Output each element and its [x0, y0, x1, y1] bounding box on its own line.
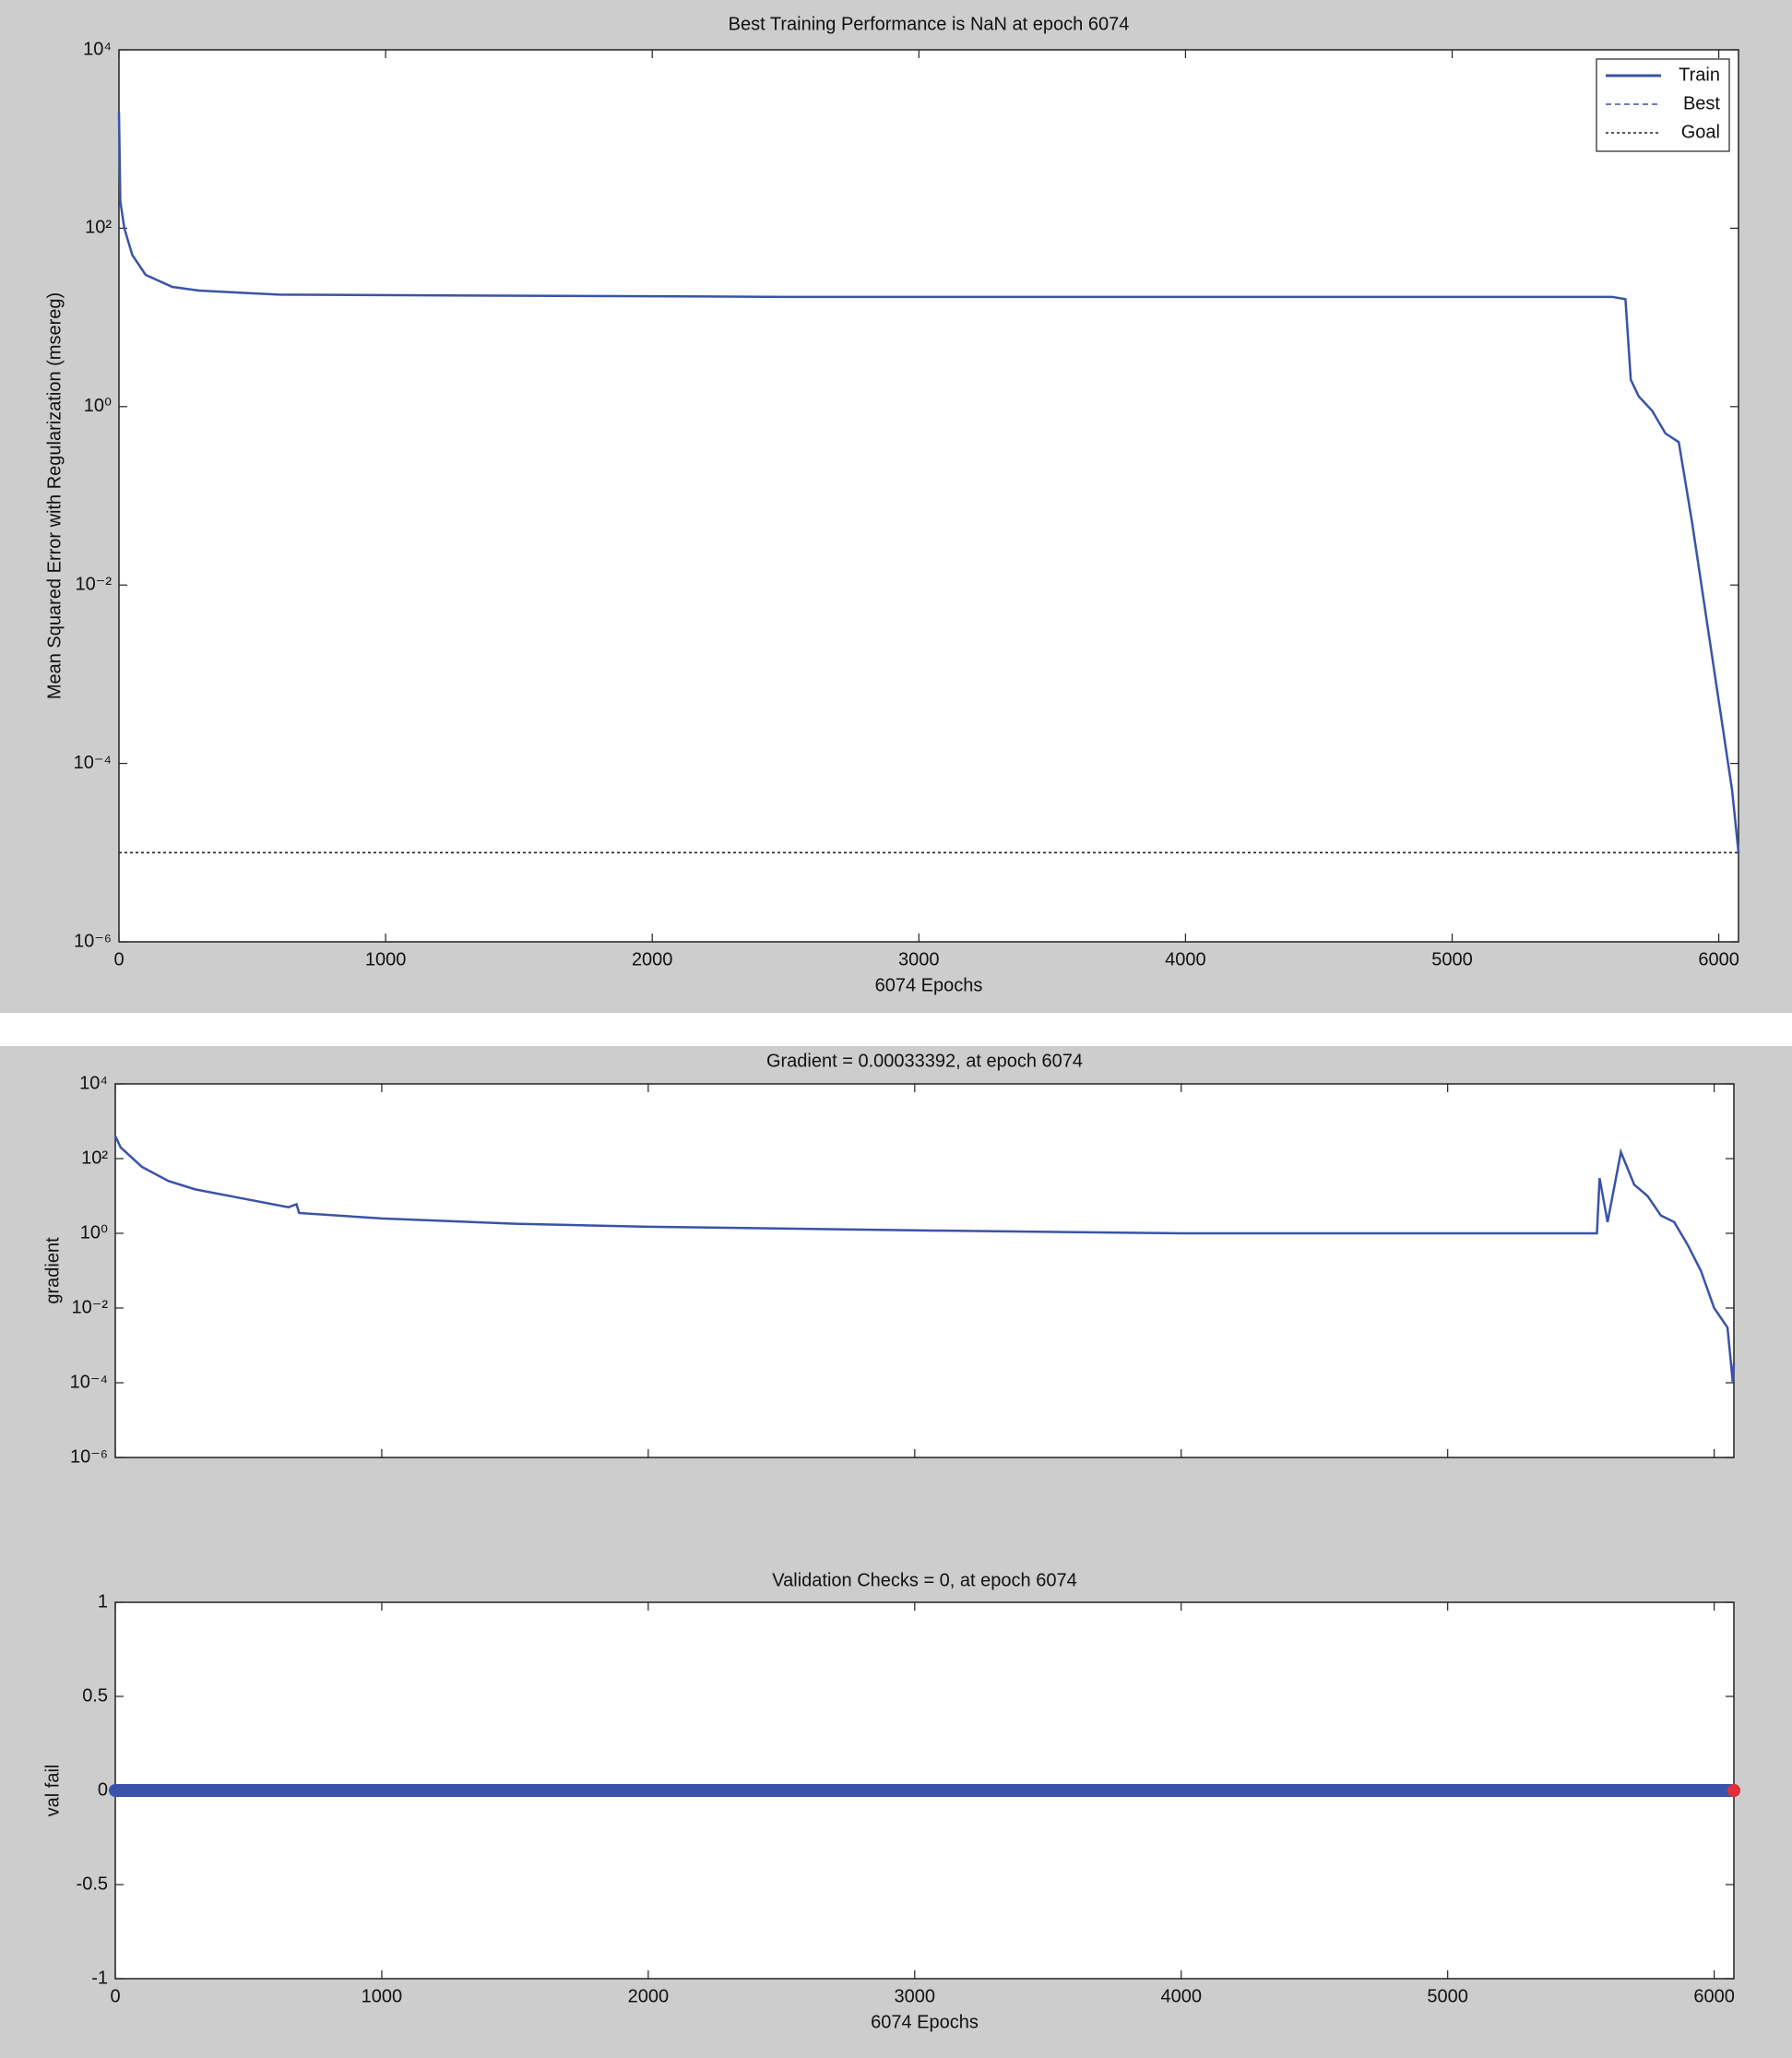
y-tick-label: 10⁻⁴ — [74, 753, 112, 773]
x-tick-label: 0 — [110, 1986, 120, 2006]
legend-label: Best — [1683, 93, 1720, 113]
plot-area — [114, 1083, 1735, 1458]
y-tick-label: 10⁴ — [79, 1073, 108, 1093]
data-line — [117, 112, 1740, 853]
x-tick-label: 2000 — [632, 949, 673, 970]
y-tick-label: -1 — [91, 1968, 108, 1988]
x-tick-label: 5000 — [1427, 1986, 1468, 2006]
y-axis-label: gradient — [42, 1237, 63, 1304]
x-tick-label: 5000 — [1431, 949, 1473, 970]
y-tick-label: 10⁴ — [83, 39, 112, 59]
y-tick-label: 10⁻² — [76, 574, 113, 594]
x-tick-label: 6000 — [1693, 1986, 1735, 2006]
y-tick-label: 10² — [81, 1148, 108, 1168]
x-tick-label: 4000 — [1160, 1986, 1202, 2006]
y-axis-label: val fail — [42, 1765, 63, 1817]
y-tick-label: 10⁻² — [72, 1297, 109, 1317]
y-tick-label: 0 — [98, 1779, 108, 1800]
chart-title: Validation Checks = 0, at epoch 6074 — [772, 1570, 1076, 1590]
plot-area — [118, 49, 1739, 943]
x-tick-label: 3000 — [895, 1986, 936, 2006]
y-axis-label: Mean Squared Error with Regularization (… — [44, 292, 65, 699]
x-tick-label: 0 — [113, 949, 124, 970]
x-tick-label: 1000 — [362, 1986, 403, 2006]
x-tick-label: 2000 — [628, 1986, 670, 2006]
chart-title: Best Training Performance is NaN at epoc… — [729, 14, 1130, 34]
y-tick-label: 10⁰ — [80, 1222, 108, 1243]
y-tick-label: 10² — [85, 218, 112, 238]
x-axis-label: 6074 Epochs — [871, 2012, 979, 2032]
legend-label: Train — [1679, 65, 1720, 85]
y-tick-label: 10⁰ — [84, 396, 112, 416]
y-tick-label: 1 — [98, 1591, 108, 1612]
x-axis-label: 6074 Epochs — [875, 975, 983, 995]
x-tick-label: 1000 — [365, 949, 407, 970]
data-line — [113, 1136, 1736, 1384]
y-tick-label: 0.5 — [82, 1685, 108, 1706]
x-tick-label: 6000 — [1698, 949, 1739, 970]
y-tick-label: -0.5 — [77, 1874, 108, 1894]
legend-label: Goal — [1681, 122, 1720, 142]
y-tick-label: 10⁻⁶ — [74, 931, 112, 951]
y-tick-label: 10⁻⁶ — [70, 1446, 108, 1467]
chart-title: Gradient = 0.00033392, at epoch 6074 — [766, 1051, 1083, 1071]
current-point — [1727, 1784, 1740, 1797]
x-tick-label: 4000 — [1165, 949, 1206, 970]
y-tick-label: 10⁻⁴ — [70, 1372, 108, 1392]
x-tick-label: 3000 — [898, 949, 940, 970]
